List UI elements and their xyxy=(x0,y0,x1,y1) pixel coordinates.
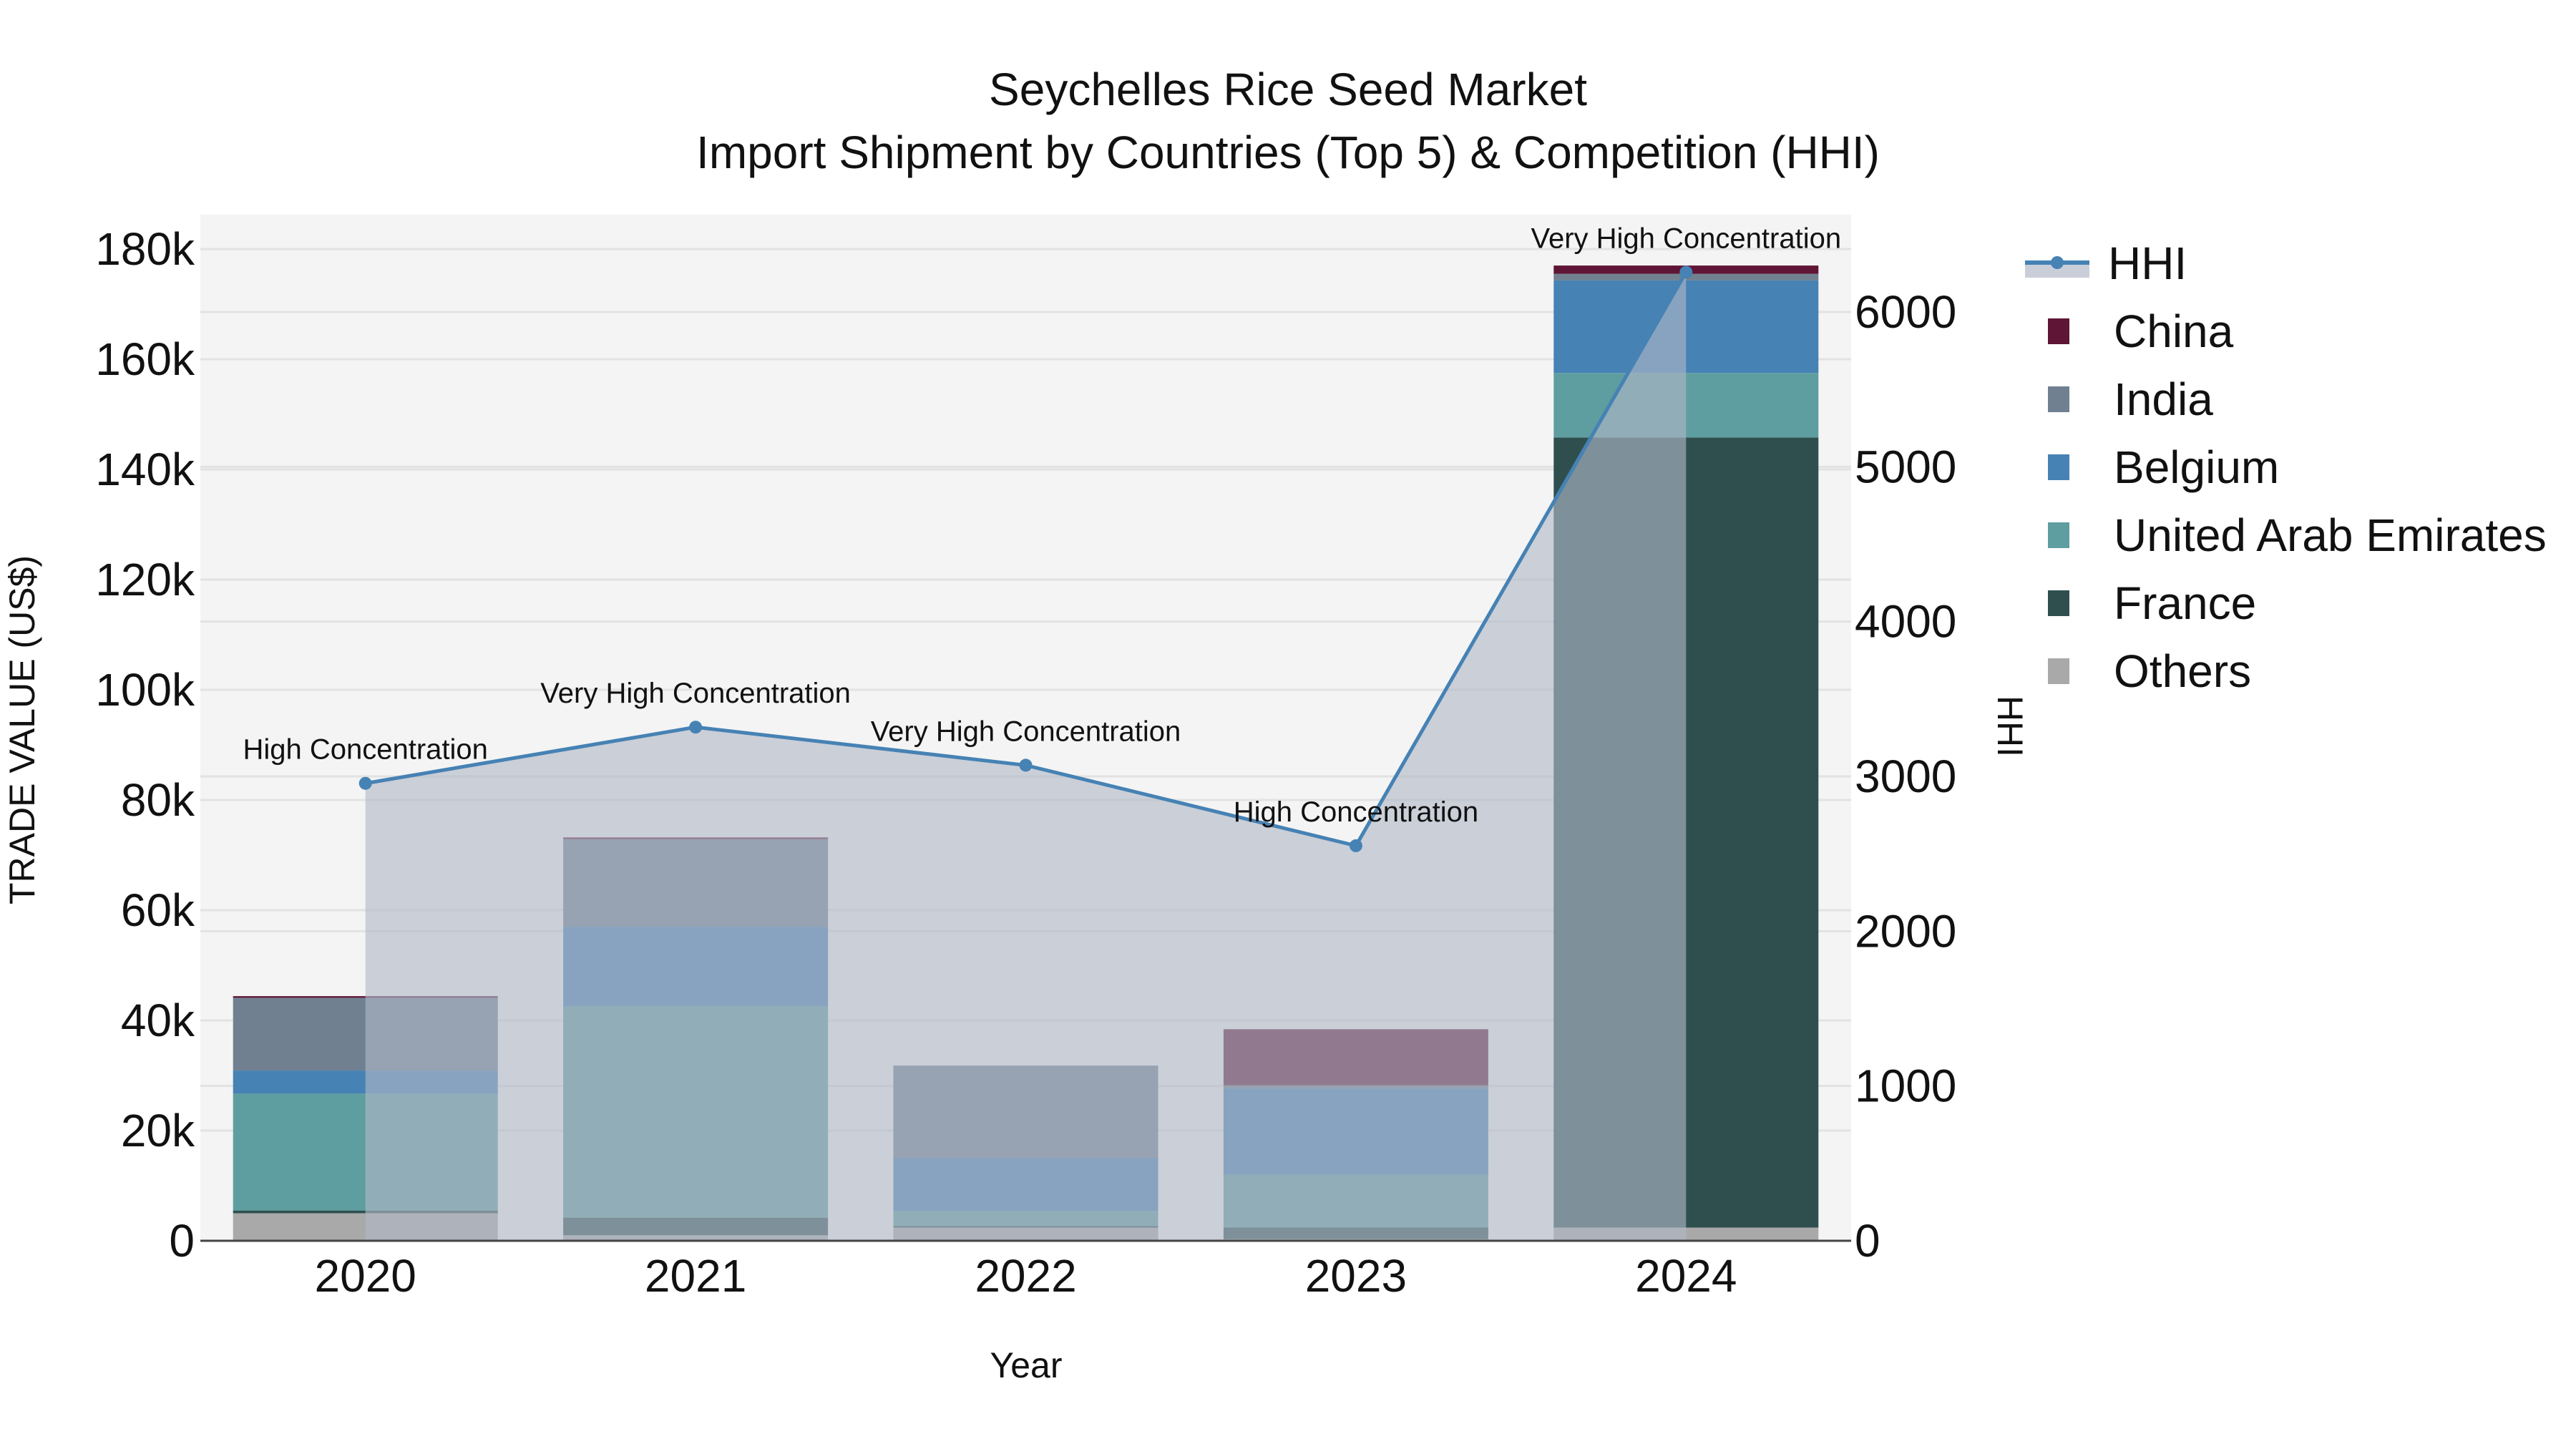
y-tick-label: 0 xyxy=(169,1215,195,1267)
y-tick-label: 120k xyxy=(95,554,195,605)
hhi-point[interactable] xyxy=(1679,265,1693,279)
legend-item-others[interactable]: Others xyxy=(2025,637,2547,705)
axes: 0 20k 40k 60k 80k 100k 120k 140k 160k 180k 0 1000 20… xyxy=(2,223,2030,1385)
color-swatch-icon xyxy=(2048,522,2069,548)
y-tick-label: 180k xyxy=(95,223,195,275)
hhi-point[interactable] xyxy=(358,776,372,790)
hhi-annotation: High Concentration xyxy=(1234,796,1478,828)
line-marker-icon xyxy=(2025,249,2089,278)
legend-item-china[interactable]: China xyxy=(2025,297,2547,365)
x-axis-title: Year xyxy=(990,1345,1062,1385)
y2-tick-label: 5000 xyxy=(1855,441,1956,492)
y-tick-label: 40k xyxy=(121,995,195,1046)
legend-label: HHI xyxy=(2108,237,2187,289)
x-tick-label: 2023 xyxy=(1305,1250,1407,1302)
color-swatch-icon xyxy=(2048,658,2069,684)
y2-tick-label: 1000 xyxy=(1855,1060,1956,1112)
y-tick-label: 60k xyxy=(121,884,195,936)
legend-label: United Arab Emirates xyxy=(2114,509,2547,561)
legend-label: India xyxy=(2114,373,2213,425)
legend-label: Others xyxy=(2114,645,2252,697)
hhi-annotation: Very High Concentration xyxy=(871,716,1181,747)
y2-tick-label: 3000 xyxy=(1855,751,1956,802)
y-tick-label: 100k xyxy=(95,664,195,716)
legend-item-uae[interactable]: United Arab Emirates xyxy=(2025,501,2547,569)
x-tick-label: 2020 xyxy=(315,1250,416,1302)
y-axis-title: TRADE VALUE (US$) xyxy=(2,555,42,904)
legend-label: China xyxy=(2114,305,2234,357)
y2-axis-title: HHI xyxy=(1990,696,2030,757)
hhi-point[interactable] xyxy=(1349,839,1362,852)
y2-tick-label: 6000 xyxy=(1855,286,1956,338)
legend-item-france[interactable]: France xyxy=(2025,569,2547,637)
hhi-annotation: Very High Concentration xyxy=(1531,223,1842,254)
legend-label: France xyxy=(2114,577,2257,629)
y-tick-label: 20k xyxy=(121,1105,195,1156)
y-tick-label: 80k xyxy=(121,774,195,826)
color-swatch-icon xyxy=(2048,386,2069,412)
legend-item-hhi[interactable]: HHI xyxy=(2025,229,2547,297)
legend: HHI China India Belgium United Arab Emir… xyxy=(2025,229,2547,705)
color-swatch-icon xyxy=(2048,590,2069,616)
legend-item-india[interactable]: India xyxy=(2025,365,2547,433)
color-swatch-icon xyxy=(2048,454,2069,480)
y-tick-label: 140k xyxy=(95,444,195,495)
x-tick-label: 2024 xyxy=(1635,1250,1737,1302)
y-tick-label: 160k xyxy=(95,333,195,385)
chart-title-line2: Import Shipment by Countries (Top 5) & C… xyxy=(696,127,1880,178)
y2-tick-label: 2000 xyxy=(1855,905,1956,957)
x-tick-label: 2021 xyxy=(645,1250,746,1302)
y2-tick-label: 4000 xyxy=(1855,596,1956,648)
legend-label: Belgium xyxy=(2114,441,2280,493)
y2-tick-label: 0 xyxy=(1855,1215,1880,1267)
hhi-point[interactable] xyxy=(1019,758,1033,772)
x-tick-label: 2022 xyxy=(975,1250,1076,1302)
hhi-annotation: High Concentration xyxy=(243,734,487,766)
hhi-point[interactable] xyxy=(689,721,703,734)
color-swatch-icon xyxy=(2048,318,2069,344)
legend-item-belgium[interactable]: Belgium xyxy=(2025,433,2547,501)
chart-title-line1: Seychelles Rice Seed Market xyxy=(989,64,1587,115)
hhi-annotation: Very High Concentration xyxy=(540,678,851,709)
hhi-line: High Concentration Very High Concentratio… xyxy=(243,223,1841,1241)
